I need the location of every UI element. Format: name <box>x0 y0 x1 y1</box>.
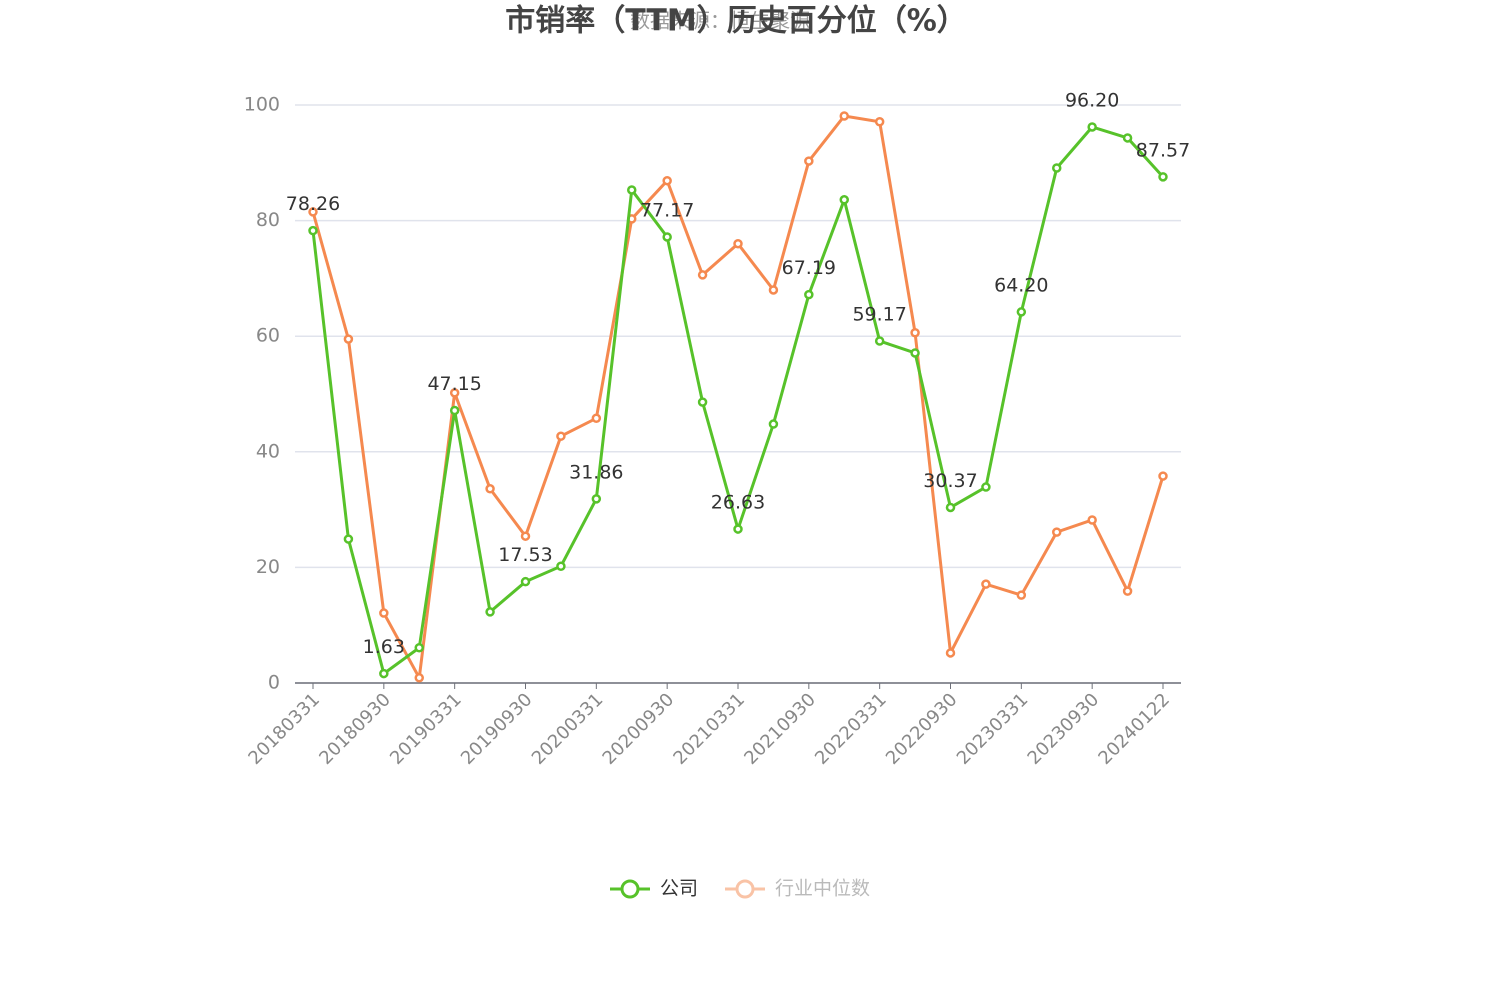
data-point <box>804 156 814 166</box>
data-label: 96.20 <box>1065 89 1119 111</box>
data-point <box>662 232 672 242</box>
data-point <box>485 607 495 617</box>
y-tick-label: 80 <box>256 209 280 231</box>
data-label: 26.63 <box>711 492 765 514</box>
data-label: 30.37 <box>923 470 977 492</box>
data-point <box>768 285 779 295</box>
data-point <box>1158 471 1168 481</box>
data-point <box>627 185 637 195</box>
data-point <box>556 431 566 441</box>
data-point <box>839 111 849 121</box>
data-point <box>1016 307 1027 317</box>
data-point <box>1122 133 1133 143</box>
data-point <box>1052 527 1062 537</box>
data-point <box>1122 586 1133 596</box>
data-label: 47.15 <box>427 373 481 395</box>
data-point <box>1158 172 1168 182</box>
data-point <box>414 642 424 653</box>
data-point <box>768 419 779 429</box>
data-point <box>839 195 849 205</box>
data-point <box>662 175 672 186</box>
y-tick-label: 40 <box>256 440 280 462</box>
data-point <box>379 668 389 679</box>
y-tick-label: 20 <box>256 556 280 578</box>
data-label: 64.20 <box>994 274 1048 296</box>
x-tick-label: 20200930 <box>599 689 679 769</box>
data-point <box>697 270 708 280</box>
data-point <box>591 494 602 504</box>
data-point <box>485 484 495 494</box>
data-point <box>520 531 531 541</box>
data-point <box>874 336 885 346</box>
data-point <box>308 207 318 217</box>
chart-subtitle: 数据来源：恒生聚源 <box>630 9 810 33</box>
data-point <box>804 289 814 300</box>
data-point <box>910 348 920 358</box>
data-point <box>1052 163 1062 173</box>
chart-title: 市销率（TTM）历史百分位（%） <box>505 4 967 39</box>
data-point <box>910 327 920 338</box>
data-label: 67.19 <box>782 257 836 279</box>
data-point <box>449 388 460 398</box>
x-tick-label: 20210930 <box>740 689 820 769</box>
data-point <box>556 561 566 571</box>
series-line <box>311 114 1165 683</box>
data-point <box>874 117 885 127</box>
data-label: 87.57 <box>1136 139 1190 161</box>
x-tick-label: 20230930 <box>1024 689 1104 769</box>
legend-item: 行业中位数 <box>725 878 870 900</box>
data-point <box>697 397 708 407</box>
y-tick-label: 100 <box>244 94 280 116</box>
x-tick-label: 20180331 <box>244 689 324 769</box>
data-point <box>981 579 991 589</box>
legend-marker <box>735 879 755 899</box>
data-point <box>343 534 354 544</box>
x-tick-label: 20220930 <box>882 689 962 769</box>
data-point <box>733 524 743 534</box>
data-point <box>449 405 460 416</box>
x-tick-label: 20220331 <box>811 689 891 769</box>
x-tick-label: 20200331 <box>528 689 608 769</box>
data-point <box>981 482 991 492</box>
x-tick-label: 20190331 <box>386 689 466 769</box>
data-point <box>945 502 956 513</box>
x-tick-label: 20180930 <box>315 689 395 769</box>
data-label: 17.53 <box>498 544 552 566</box>
x-tick-label: 20240122 <box>1094 689 1174 769</box>
x-tick-label: 20230331 <box>953 689 1033 769</box>
data-point <box>414 673 424 683</box>
legend-item: 公司 <box>610 878 698 900</box>
data-label: 1.63 <box>363 636 405 658</box>
data-point <box>591 413 602 424</box>
x-tick-label: 20190930 <box>457 689 537 769</box>
legend-marker <box>620 879 640 899</box>
x-tick-label: 20210331 <box>669 689 749 769</box>
data-point <box>520 576 531 587</box>
data-label: 59.17 <box>852 303 906 325</box>
data-point <box>945 648 956 658</box>
legend-label: 公司 <box>660 878 698 900</box>
data-point <box>1087 122 1097 132</box>
y-tick-label: 0 <box>268 672 280 694</box>
data-point <box>1016 590 1027 600</box>
data-point <box>343 334 354 344</box>
data-label: 31.86 <box>569 461 623 483</box>
data-point <box>733 238 743 249</box>
data-point <box>379 608 389 618</box>
data-point <box>1087 515 1097 525</box>
series-line <box>311 125 1165 677</box>
data-label: 78.26 <box>286 193 340 215</box>
data-point <box>308 225 318 236</box>
legend-label: 行业中位数 <box>775 878 870 900</box>
y-tick-label: 60 <box>256 325 280 347</box>
data-label: 77.17 <box>640 199 694 221</box>
